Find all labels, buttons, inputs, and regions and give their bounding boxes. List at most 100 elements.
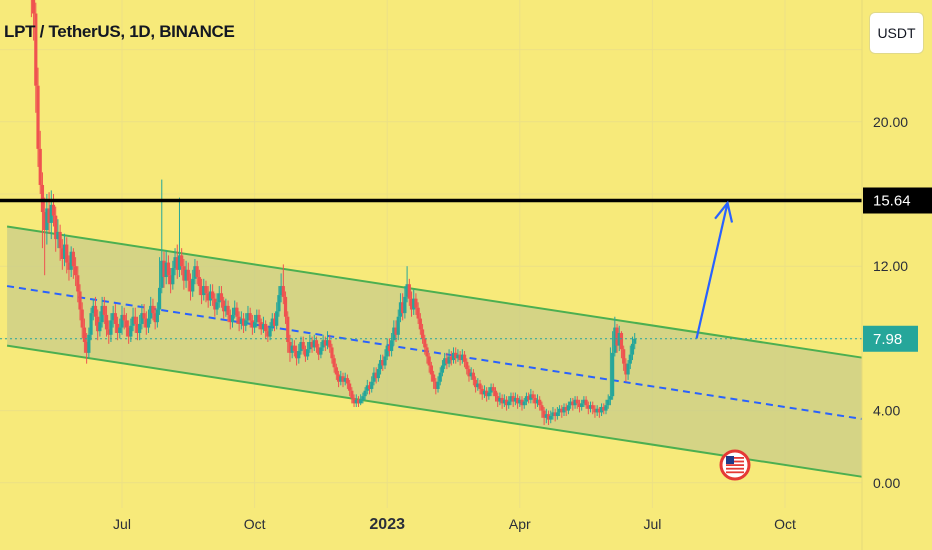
candle-body [47,208,51,223]
candle-body [62,244,67,259]
currency-button[interactable]: USDT [869,12,924,54]
candle-body [122,314,126,321]
candle-body [306,349,310,357]
candle-body [401,302,405,314]
candle-body [383,356,387,366]
candle-body [120,314,124,328]
candle-body [314,340,319,348]
candle-body [593,408,597,413]
candle-body [43,212,47,231]
candle-body [557,408,562,413]
candle-body [597,408,601,413]
candle-body [45,208,49,231]
candle-body [478,383,482,389]
candle-body [153,313,157,323]
candle-body [146,318,151,328]
resistance-price-label: 15.64 [873,192,911,209]
candle-body [573,399,577,406]
candle-body [71,251,75,267]
candle-body [244,320,248,326]
projection-arrow-head[interactable] [714,200,734,223]
candle-body [423,338,427,348]
candle-body [162,260,166,278]
candle-body [233,307,237,315]
candle-body [246,313,250,321]
candle-body [69,251,73,270]
candle-body [184,269,188,281]
candle-body [169,275,173,285]
candle-body [628,354,632,364]
candle-body [109,320,113,335]
candle-body [321,340,325,348]
candle-body [396,316,400,335]
channel-upper-line[interactable] [6,225,878,362]
y-tick-label: 4.00 [873,403,900,419]
candle-body [38,148,42,185]
candle-body [222,300,226,312]
x-tick-label: Oct [774,516,796,532]
candle-body [173,257,177,269]
candle-body [180,255,184,267]
candle-body [551,412,555,417]
candle-body [434,381,438,389]
candle-body [370,381,374,389]
candle-body [113,313,117,324]
candle-body [268,327,272,337]
candle-body [482,390,487,395]
candle-body [575,399,579,404]
candle-body [374,372,378,379]
current-price-label: 7.98 [873,331,902,348]
candle-body [341,376,345,382]
candle-body [253,322,257,328]
candle-body [414,298,418,308]
y-tick-label: 20.00 [873,114,908,130]
candle-body [489,387,493,393]
candle-body [140,313,144,324]
candle-body [491,387,495,391]
candle-body [460,354,464,361]
candle-body [418,318,422,330]
candle-body [98,322,102,332]
candle-body [100,305,104,323]
candle-body [334,367,338,375]
candle-body [281,286,285,297]
flag-stripe [726,457,744,459]
candle-body [509,396,513,402]
candle-body [520,399,524,406]
candle-body [633,338,637,344]
candle-body [376,369,380,379]
candle-body [454,352,458,359]
candle-body [107,329,111,335]
candle-body [279,286,283,296]
candle-body [219,293,224,301]
candle-body [546,414,551,420]
candle-body [513,397,517,402]
candle-body [155,309,159,323]
candle-body [595,408,599,413]
candle-body [67,262,71,270]
candle-body [443,358,447,366]
flag-stripe [726,467,744,470]
candle-body [40,184,45,213]
candle-body [294,351,299,359]
candle-body [87,334,91,353]
candle-body [82,327,87,343]
candle-body [538,399,542,406]
candle-body [272,318,277,326]
projection-arrow-shaft[interactable] [695,202,729,339]
candle-body [171,268,175,285]
candle-body [343,378,347,382]
candle-body [288,342,292,353]
candle-body [619,332,624,350]
candle-body [151,305,155,314]
candle-body [602,406,606,411]
candle-body [352,397,356,404]
candle-body [290,345,294,353]
candle-body [228,314,232,323]
candle-body [615,327,619,346]
candle-body [405,284,409,297]
candle-body [237,316,241,324]
candle-body [275,311,279,326]
channel-fill [7,226,878,480]
